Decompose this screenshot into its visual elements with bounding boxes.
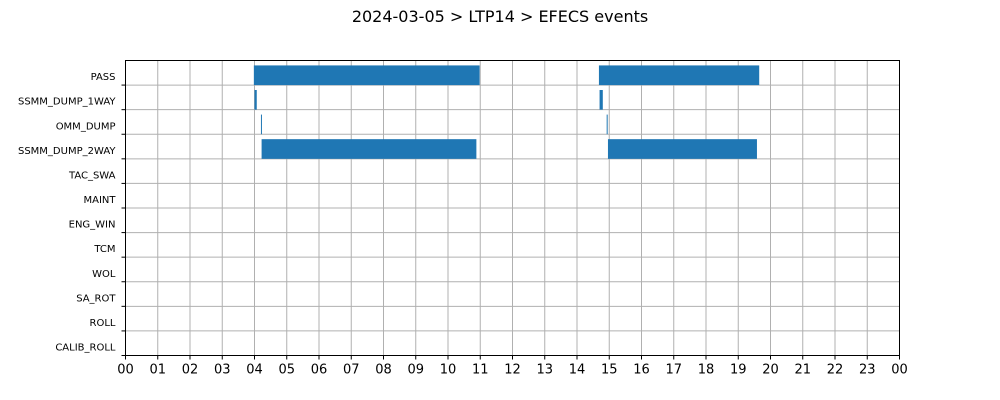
x-tick-label: 05 <box>278 363 295 378</box>
y-tick-label: MAINT <box>83 195 116 206</box>
x-tick-label: 20 <box>762 363 779 378</box>
x-tick-label: 21 <box>794 363 811 378</box>
bar-pass <box>598 65 760 86</box>
y-tick-label: SA_ROT <box>76 293 116 304</box>
y-tick-label: ENG_WIN <box>69 220 116 231</box>
x-tick-label: 13 <box>536 363 553 378</box>
x-tick-label: 02 <box>182 363 199 378</box>
x-tick-label: 06 <box>311 363 328 378</box>
chart-title: 2024-03-05 > LTP14 > EFECS events <box>352 7 648 26</box>
y-axis: PASS SSMM_DUMP_1WAY OMM_DUMP SSMM_DUMP_2WAY… <box>18 72 126 356</box>
y-tick-label: TAC_SWA <box>68 170 116 181</box>
y-tick-label: OMM_DUMP <box>56 121 116 132</box>
y-tick-label: TCM <box>93 244 115 255</box>
y-tick-label: WOL <box>92 269 116 280</box>
y-tick-label: ROLL <box>90 318 116 329</box>
x-tick-label: 15 <box>601 363 618 378</box>
x-tick-label: 17 <box>665 363 682 378</box>
x-tick-label: 23 <box>859 363 876 378</box>
x-tick-label: 19 <box>730 363 747 378</box>
x-tick-label: 10 <box>440 363 457 378</box>
x-tick-label: 03 <box>214 363 231 378</box>
y-tick-label: PASS <box>91 72 116 83</box>
bar-ssmm-dump-1way <box>599 90 603 110</box>
bar-ssmm-dump-2way <box>261 139 477 159</box>
bar-ssmm-dump-1way <box>254 90 257 110</box>
bars <box>253 65 760 159</box>
x-tick-label: 01 <box>149 363 166 378</box>
grid <box>125 60 900 356</box>
x-tick-label: 00 <box>117 363 134 378</box>
y-tick-label: CALIB_ROLL <box>55 343 116 354</box>
x-tick-label: 18 <box>698 363 715 378</box>
x-tick-label: 14 <box>569 363 586 378</box>
x-tick-label: 16 <box>633 363 650 378</box>
bar-pass <box>253 65 480 86</box>
bar-omm-dump <box>606 114 608 135</box>
y-tick-label: SSMM_DUMP_2WAY <box>18 146 116 157</box>
y-tick-label: SSMM_DUMP_1WAY <box>18 97 116 108</box>
x-tick-label: 08 <box>375 363 392 378</box>
bar-omm-dump <box>260 114 262 135</box>
x-tick-label: 09 <box>407 363 424 378</box>
bar-ssmm-dump-2way <box>607 139 757 159</box>
x-tick-label: 22 <box>827 363 844 378</box>
x-axis: 00 01 02 03 04 05 06 07 08 09 10 11 12 13 14 15 16 17 18 19… <box>117 355 908 378</box>
x-tick-label: 12 <box>504 363 521 378</box>
x-tick-label: 00 <box>891 363 908 378</box>
x-tick-label: 07 <box>343 363 360 378</box>
x-tick-label: 04 <box>246 363 263 378</box>
x-tick-label: 11 <box>472 363 489 378</box>
